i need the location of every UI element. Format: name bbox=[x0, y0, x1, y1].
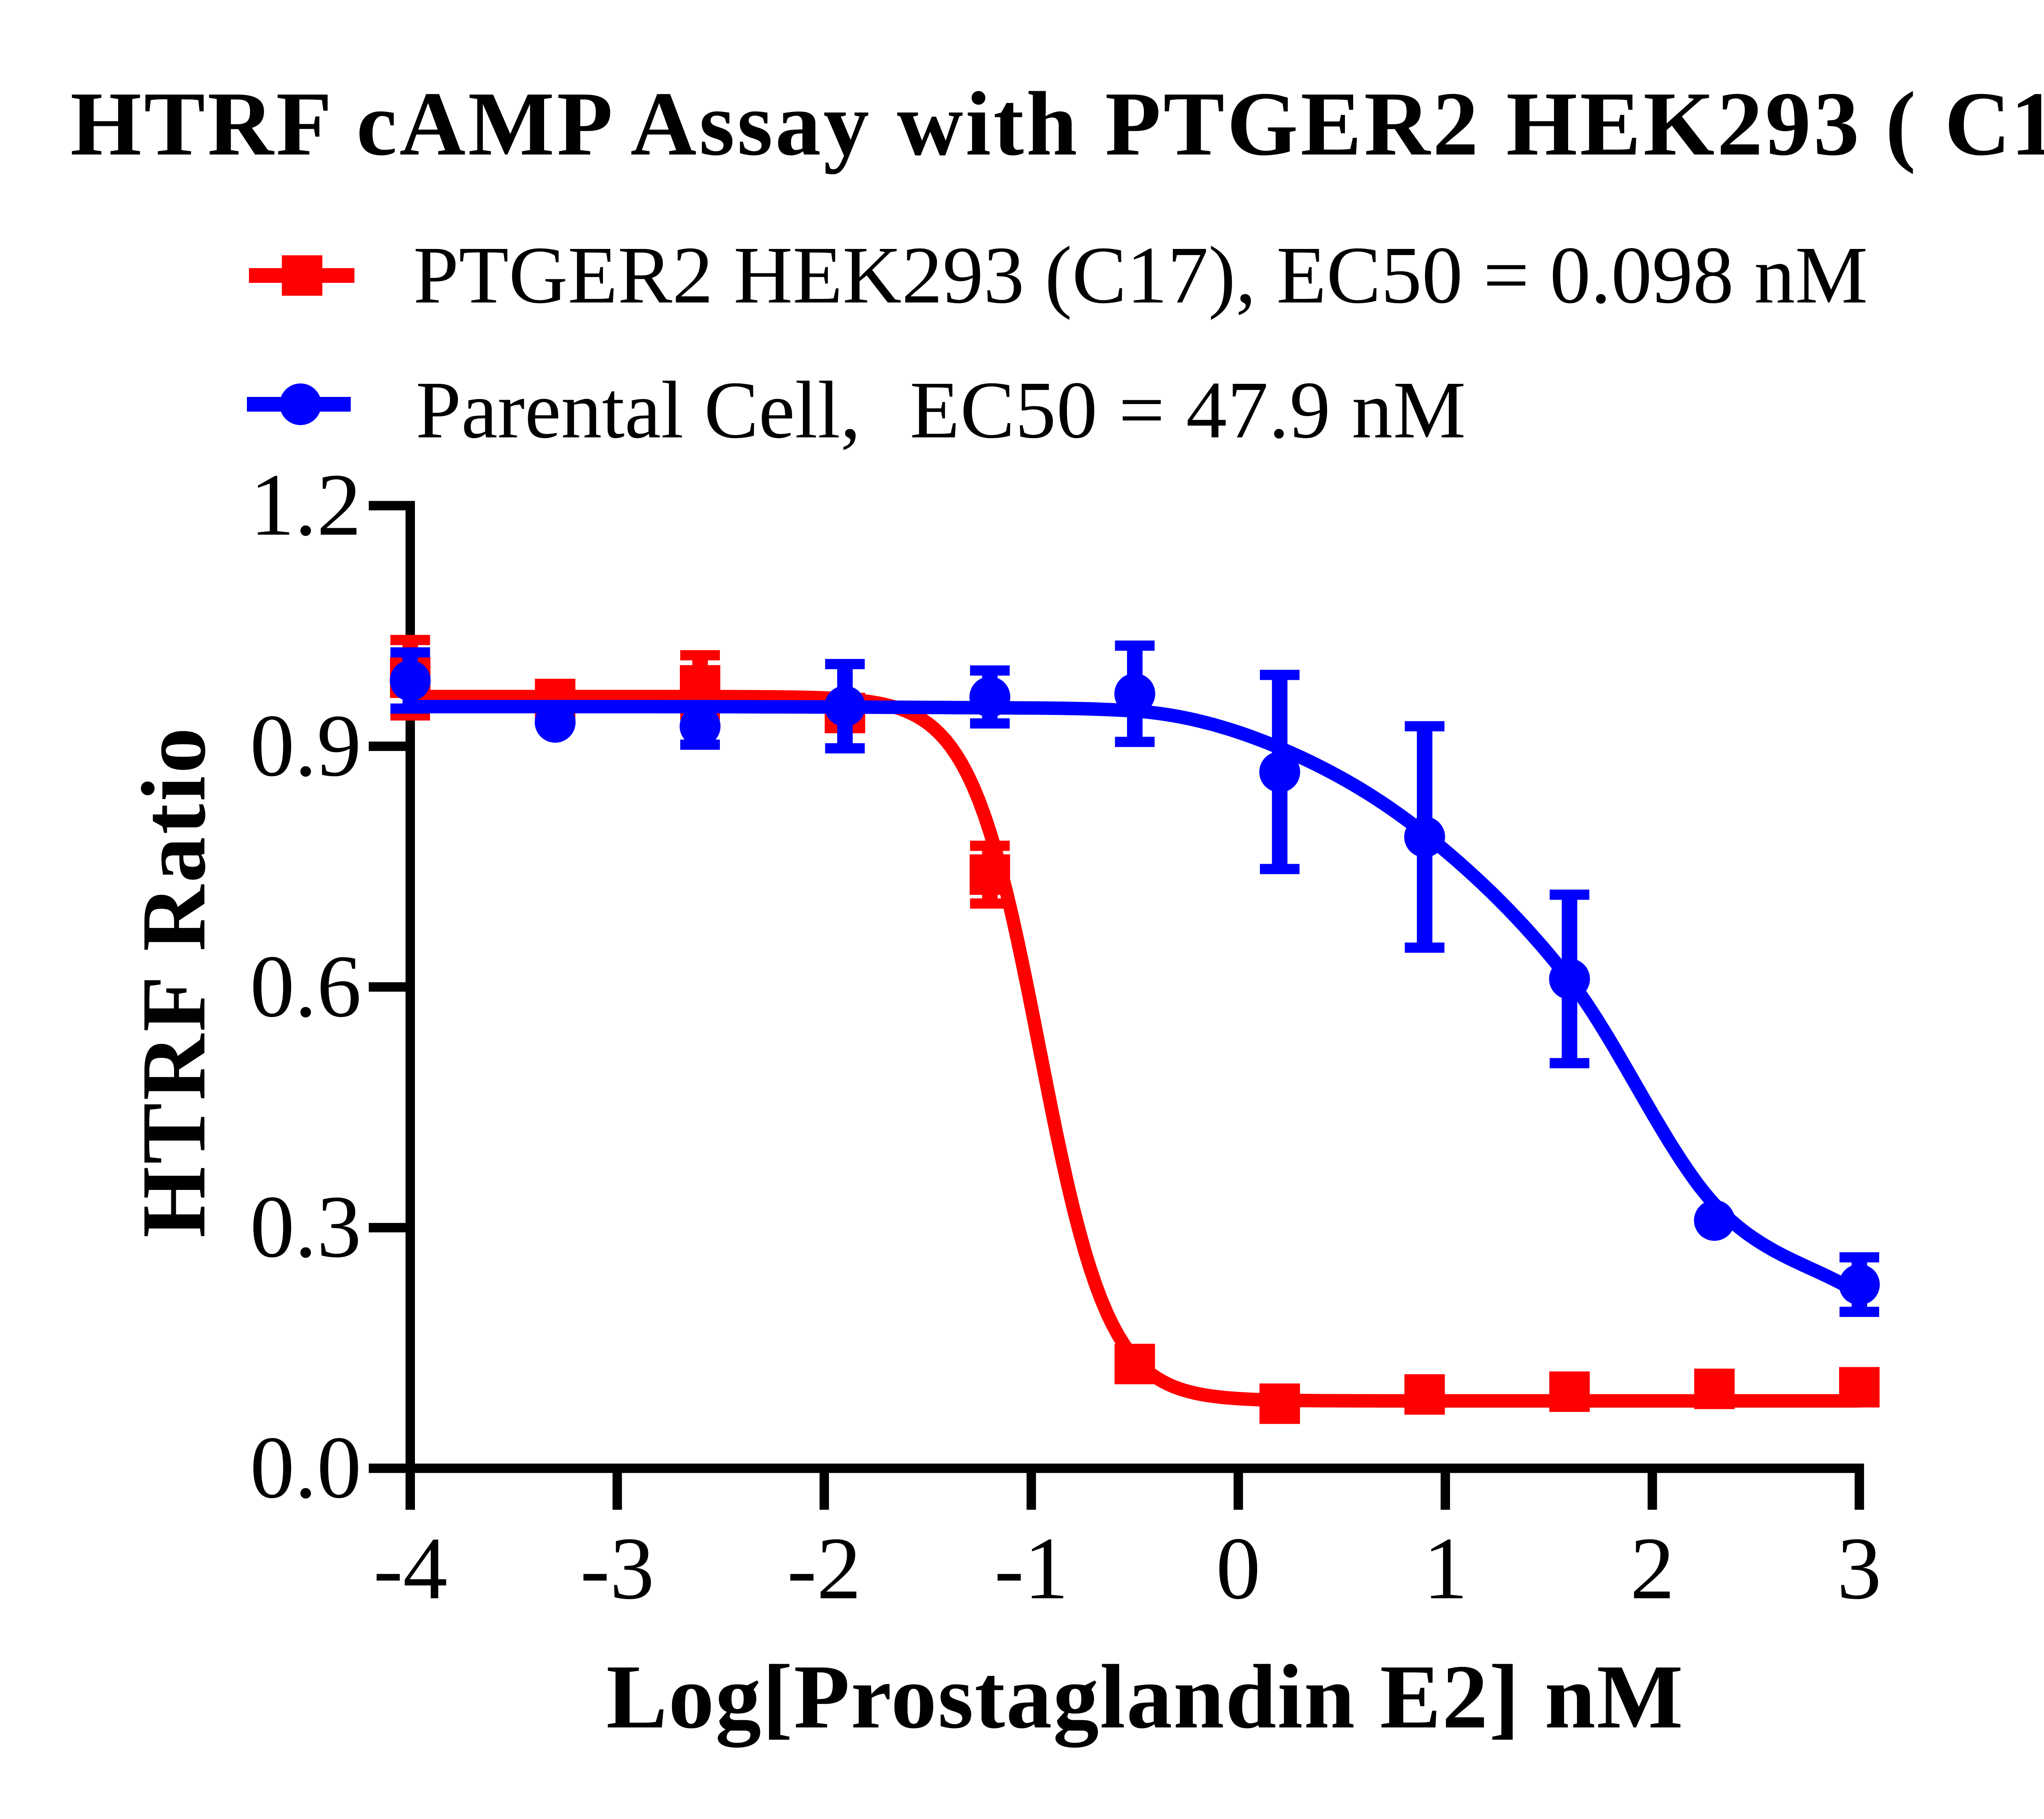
svg-text:PTGER2 HEK293 (C17), EC50 = 0.: PTGER2 HEK293 (C17), EC50 = 0.098 nM bbox=[413, 230, 1868, 320]
svg-text:-3: -3 bbox=[580, 1519, 654, 1618]
svg-text:1.2: 1.2 bbox=[250, 456, 362, 554]
svg-text:2: 2 bbox=[1630, 1519, 1675, 1618]
svg-text:HTRF Ratio: HTRF Ratio bbox=[123, 728, 224, 1238]
svg-text:-1: -1 bbox=[994, 1519, 1069, 1618]
svg-text:0.9: 0.9 bbox=[250, 697, 362, 795]
svg-text:-2: -2 bbox=[787, 1519, 861, 1618]
svg-text:0.3: 0.3 bbox=[250, 1178, 362, 1276]
svg-text:0.6: 0.6 bbox=[250, 937, 362, 1036]
svg-text:3: 3 bbox=[1837, 1519, 1882, 1618]
svg-text:0.0: 0.0 bbox=[250, 1418, 362, 1517]
svg-text:Parental Cell,EC50 = 47.9 nM: Parental Cell, EC50 = 47.9 nM bbox=[416, 365, 1466, 455]
svg-text:HTRF cAMP Assay with PTGER2 HE: HTRF cAMP Assay with PTGER2 HEK293(C17) bbox=[70, 73, 2044, 175]
svg-text:1: 1 bbox=[1423, 1519, 1468, 1618]
svg-text:0: 0 bbox=[1216, 1519, 1261, 1618]
svg-text:-4: -4 bbox=[373, 1519, 448, 1618]
svg-text:Log[Prostaglandin E2] nM: Log[Prostaglandin E2] nM bbox=[606, 1646, 1683, 1748]
